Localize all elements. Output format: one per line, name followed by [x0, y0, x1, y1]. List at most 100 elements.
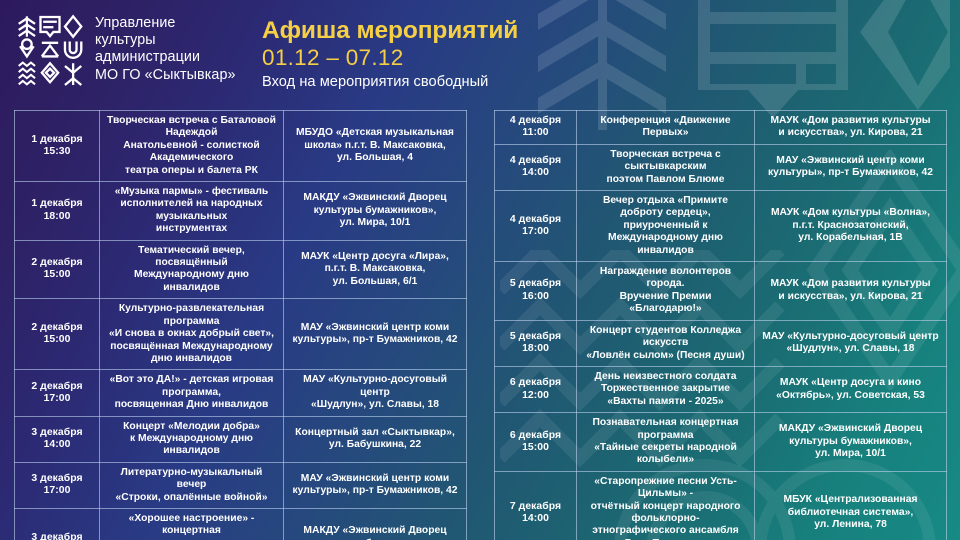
event-title-cell-line: «Строки, опалённые войной»	[115, 491, 268, 503]
event-venue-cell-line: МАУК «Дом развития культуры	[770, 278, 931, 290]
event-venue-cell-line: ул. Корабельная, 1В	[798, 232, 903, 244]
poster-title-block: Афиша мероприятий 01.12 – 07.12 Вход на …	[262, 17, 518, 91]
table-row: 1 декабря 18:00 «Музыка пармы» - фестиваль…	[14, 181, 467, 241]
table-row: 3 декабря 14:00 Концерт «Мелодии добра» к М…	[14, 415, 467, 463]
table-row: 4 декабря 11:00 Конференция «Движение Перв…	[494, 110, 947, 145]
event-venue-cell-line: п.г.т. В. Максаковка,	[324, 263, 426, 275]
event-date-cell: 7 декабря 14:00	[494, 470, 577, 540]
event-title-cell: Концерт «Мелодии добра» к Международному …	[99, 415, 284, 463]
table-row: 5 декабря 16:00 Награждение волонтеров гор…	[494, 261, 947, 321]
event-venue-cell-line: школа» п.г.т. В. Максаковка,	[304, 139, 446, 151]
event-date-cell-line: 4 декабря	[509, 155, 562, 167]
organization-logo-block: Управление культуры администрации МО ГО …	[16, 14, 236, 88]
schedule-table-right-body: 4 декабря 11:00 Конференция «Движение Перв…	[494, 110, 947, 540]
event-venue-cell: МАУ «Культурно-досуговый центр «Шудлун», …	[283, 369, 467, 417]
event-date-cell: 6 декабря 15:00	[494, 412, 577, 472]
table-row: 1 декабря 15:30 Творческая встреча с Батал…	[14, 109, 467, 183]
event-date-cell-line: 18:00	[43, 210, 71, 222]
event-venue-cell-line: культуры», пр-т Бумажников, 42	[768, 167, 933, 179]
event-date-cell-line: 17:00	[43, 485, 71, 497]
table-row: 3 декабря 17:00 Литературно-музыкальный ве…	[14, 461, 467, 509]
event-title-cell-line: посвященная Дню инвалидов	[114, 399, 269, 411]
event-date-cell: 6 декабря 12:00	[494, 365, 577, 414]
event-venue-cell-line: МАУ «Культурно-досуговый центр	[762, 330, 939, 342]
event-venue-cell: МАУК «Дом культуры «Волна», п.г.т. Красно…	[754, 190, 947, 263]
event-title-cell-line: приуроченный к Международному дню	[608, 219, 723, 244]
schedule-table-left: 1 декабря 15:30 Творческая встреча с Батал…	[14, 109, 467, 540]
table-row: 6 декабря 12:00 День неизвестного солдата Т…	[494, 365, 947, 414]
event-venue-cell-line: культуры», пр-т Бумажников, 42	[292, 334, 458, 346]
organization-name: Управление культуры администрации МО ГО …	[95, 15, 236, 84]
event-date-cell-line: 7 декабря	[509, 500, 562, 512]
event-venue-cell-line: МАУ «Эжвинский центр коми	[776, 155, 925, 167]
event-venue-cell-line: «Шудлун», ул. Славы, 18	[786, 343, 915, 355]
event-title-cell-line: «Вот это ДА!» - детская игровая программ…	[109, 374, 274, 398]
event-title-cell: Конференция «Движение Первых»	[576, 110, 755, 145]
event-title-cell: Награждение волонтеров города. Вручение П…	[576, 261, 755, 321]
event-date-cell: 2 декабря 15:00	[14, 298, 100, 371]
event-title-cell-line: Творческая встреча с Баталовой Надеждой	[107, 115, 276, 139]
event-title-cell-line: «Вахты памяти - 2025»	[607, 395, 724, 407]
event-date-cell-line: 6 декабря	[509, 377, 562, 389]
event-date-cell: 4 декабря 14:00	[494, 143, 577, 192]
event-title-cell: «Вот это ДА!» - детская игровая программ…	[99, 369, 284, 417]
event-venue-cell-line: ул. Ленина, 78	[814, 519, 887, 531]
event-date-cell-line: 2 декабря	[31, 380, 83, 392]
event-title-cell-line: «И снова в окнах добрый свет»,	[108, 328, 275, 340]
event-venue-cell: МАУ «Эжвинский центр коми культуры», пр-т…	[283, 298, 467, 371]
event-date-cell: 1 декабря 18:00	[14, 181, 100, 241]
table-row: 4 декабря 17:00 Вечер отдыха «Примите добр…	[494, 190, 947, 263]
event-venue-cell: МБУДО «Детская музыкальная школа» п.г.т. …	[283, 109, 467, 183]
event-date-cell-line: 15:30	[43, 146, 71, 158]
table-row: 6 декабря 15:00 Познавательная концертная …	[494, 412, 947, 472]
event-title-cell-line: к Международному дню инвалидов	[130, 432, 253, 457]
event-title-cell: «Хорошее настроение» - концертнаяпрограм…	[99, 507, 284, 540]
event-venue-cell-line: и искусства», ул. Кирова, 21	[778, 290, 923, 302]
table-row: 2 декабря 15:00 Тематический вечер, посвящ…	[14, 239, 467, 300]
event-venue-cell-line: МАУ «Эжвинский центр коми	[300, 472, 450, 484]
event-title-cell: «Старопрежние песни Усть-Цильмы» - отчётн…	[576, 470, 755, 540]
poster-header: Управление культуры администрации МО ГО …	[0, 0, 960, 105]
event-title-cell-line: Вручение Премии «Благодарю!»	[619, 290, 712, 315]
event-date-cell: 4 декабря 11:00	[494, 110, 577, 145]
event-date-cell-line: 17:00	[43, 392, 71, 404]
event-title-cell-line: Концерт студентов Колледжа искусств	[589, 324, 742, 349]
event-date-cell-line: 1 декабря	[31, 133, 83, 145]
event-venue-cell-line: МАУК «Центр досуга «Лира»,	[301, 250, 449, 262]
event-title-cell-line: «Тайные секреты народной колыбели»	[594, 441, 737, 466]
event-date-cell-line: 3 декабря	[31, 531, 83, 540]
event-venue-cell: МАУК «Дом развития культуры и искусства»,…	[754, 110, 947, 145]
event-title-cell-line: «Ловлён сылом» (Песня души)	[586, 349, 745, 361]
event-venue-cell: МАУК «Центр досуга «Лира», п.г.т. В. Макс…	[283, 239, 467, 300]
event-title-cell-line: Награждение волонтеров города.	[599, 266, 732, 290]
event-venue-cell-line: Концертный зал «Сыктывкар»,	[295, 426, 455, 438]
event-venue-cell-line: культуры бумажников»,	[789, 435, 912, 447]
event-date-cell-line: 12:00	[522, 389, 549, 401]
event-title-cell-line: Международному дню инвалидов	[134, 269, 249, 293]
event-venue-cell-line: ул. Мира, 10/1	[815, 448, 886, 460]
event-venue-cell: МАУ «Эжвинский центр коми культуры», пр-т…	[754, 143, 947, 192]
event-date-cell-line: 4 декабря	[509, 115, 562, 126]
schedule-table-right: 4 декабря 11:00 Конференция «Движение Перв…	[494, 110, 947, 540]
event-venue-cell-line: культуры бумажников»,	[313, 204, 437, 216]
event-title-cell: Литературно-музыкальный вечер «Строки, оп…	[99, 461, 284, 509]
event-venue-cell-line: МБУК «Централизованная	[783, 494, 918, 506]
event-date-cell-line: 1 декабря	[31, 198, 83, 210]
event-venue-cell-line: МБУДО «Детская музыкальная	[296, 127, 454, 139]
event-venue-cell-line: МАКДУ «Эжвинский Дворец	[303, 192, 447, 204]
event-title-cell-line: этнографического ансамбля	[592, 525, 739, 537]
event-title-cell-line: программа, посвященная	[105, 538, 278, 540]
event-title-cell-line: Вечер отдыха «Примите доброту сердец»,	[602, 195, 729, 219]
event-date-cell-line: 16:00	[522, 290, 549, 302]
event-venue-cell: Концертный зал «Сыктывкар», ул. Бабушкина…	[283, 415, 467, 463]
event-title-cell-line: Конференция «Движение Первых»	[600, 115, 731, 139]
event-venue-cell-line: МАКДУ «Эжвинский Дворец	[303, 525, 447, 537]
event-date-cell-line: 2 декабря	[31, 257, 83, 269]
event-venue-cell-line: ул. Большая, 6/1	[332, 275, 418, 287]
org-line-1: Управление	[95, 15, 176, 31]
org-line-4: МО ГО «Сыктывкар»	[95, 66, 236, 83]
table-row: 2 декабря 15:00 Культурно-развлекательная …	[14, 298, 467, 371]
event-title-cell: День неизвестного солдата Торжественное з…	[576, 365, 755, 414]
event-venue-cell-line: культуры», пр-т Бумажников, 42	[292, 485, 458, 497]
